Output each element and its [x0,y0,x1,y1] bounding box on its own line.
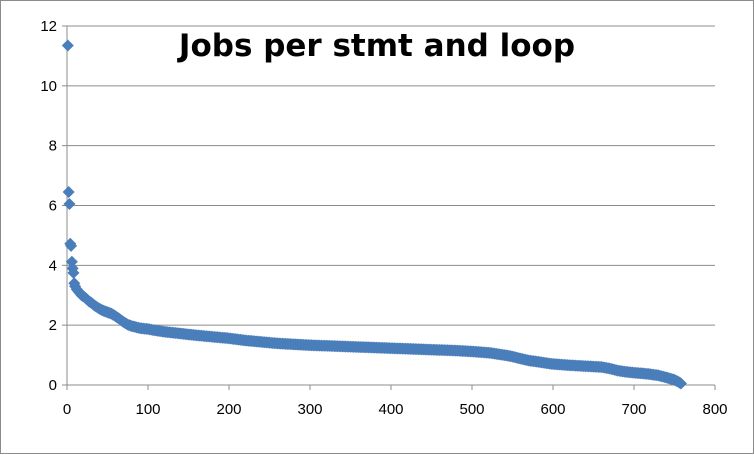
data-point [62,186,75,199]
y-axis-ticks: 0 2 4 6 8 10 12 [40,18,67,394]
data-point [63,198,76,211]
data-point [61,39,74,52]
chart-title: Jobs per stmt and loop [177,28,575,64]
y-tick-label: 8 [49,138,57,155]
y-tick-label: 2 [49,317,57,334]
x-tick-label: 400 [378,401,403,418]
x-axis-ticks: 0 100 200 300 400 500 600 700 800 [63,385,728,418]
x-tick-label: 100 [135,401,160,418]
x-tick-label: 500 [459,401,484,418]
y-tick-label: 6 [49,198,57,215]
y-tick-label: 0 [49,377,57,394]
data-point [674,377,687,390]
data-point [65,239,78,252]
x-tick-label: 0 [63,401,71,418]
x-tick-label: 600 [540,401,565,418]
gridlines [67,25,715,326]
x-tick-label: 700 [621,401,646,418]
x-tick-label: 800 [702,401,727,418]
y-tick-label: 12 [40,18,57,35]
data-point [67,266,80,279]
data-series [61,39,687,390]
x-tick-label: 200 [216,401,241,418]
y-tick-label: 10 [40,78,57,95]
x-tick-label: 300 [297,401,322,418]
y-tick-label: 4 [49,257,57,274]
